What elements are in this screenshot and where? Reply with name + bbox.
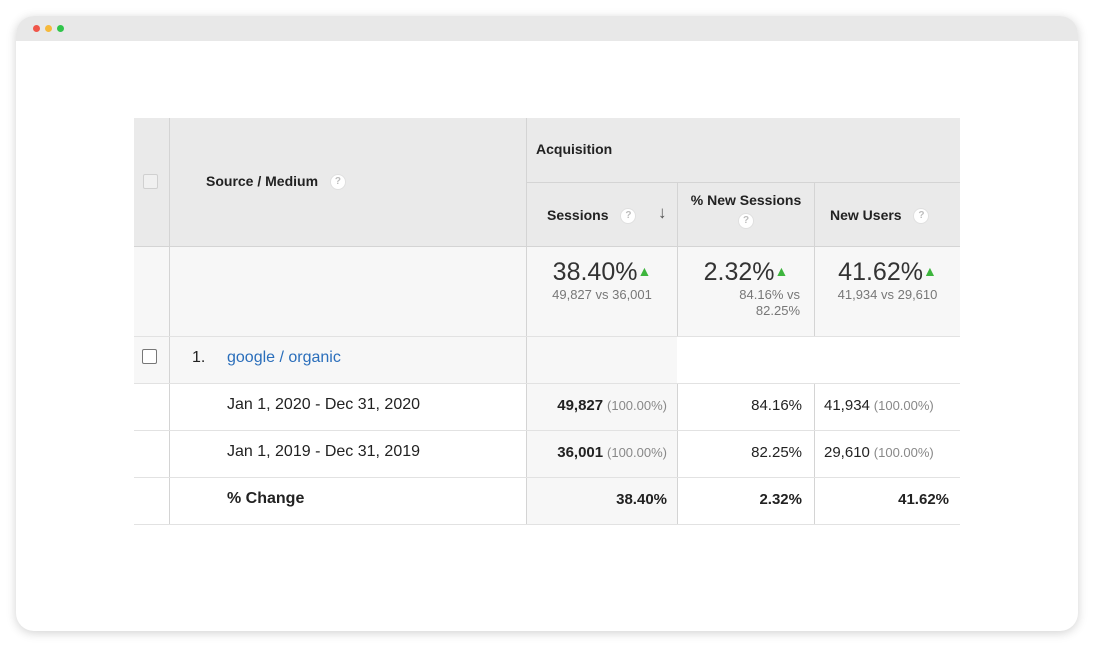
new-sessions-column-header[interactable]: % New Sessions ?: [678, 192, 814, 229]
change-new-users: 41.62%: [898, 491, 949, 508]
period-sessions: 36,001 (100.00%): [527, 444, 667, 461]
analytics-report-table: Source / Medium ? Acquisition Sessions ?…: [134, 118, 960, 525]
period-new-users: 41,934 (100.00%): [824, 397, 934, 414]
period-new-users-percent: (100.00%): [873, 398, 934, 413]
summary-new-users: 41.62%▲ 41,934 vs 29,610: [815, 258, 960, 303]
period-new-users-percent: (100.00%): [873, 445, 934, 460]
up-arrow-icon: ▲: [922, 263, 937, 279]
period-new-users-value: 29,610: [824, 444, 870, 461]
browser-window: Source / Medium ? Acquisition Sessions ?…: [16, 16, 1078, 631]
source-medium-link[interactable]: google / organic: [227, 349, 341, 366]
window-titlebar: [16, 16, 1078, 41]
close-window-dot-icon[interactable]: [33, 25, 40, 32]
period-label: Jan 1, 2020 - Dec 31, 2020: [227, 396, 421, 413]
period-new-users: 29,610 (100.00%): [824, 444, 934, 461]
change-label: % Change: [227, 490, 305, 507]
summary-new-sessions-value: 2.32%: [703, 258, 775, 286]
summary-new-sessions-compare: 84.16% vs 82.25%: [678, 287, 814, 319]
new-sessions-header-label: % New Sessions: [690, 192, 802, 208]
summary-sessions: 38.40%▲ 49,827 vs 36,001: [527, 258, 677, 303]
period-label: Jan 1, 2019 - Dec 31, 2019: [227, 443, 421, 460]
summary-new-users-value: 41.62%: [838, 258, 923, 286]
summary-sessions-value: 38.40%: [552, 258, 638, 286]
row-index: 1.: [192, 349, 206, 366]
new-users-column-header[interactable]: New Users ?: [830, 207, 930, 225]
minimize-window-dot-icon[interactable]: [45, 25, 52, 32]
period-sessions-value: 36,001: [557, 444, 604, 461]
summary-row: [134, 246, 960, 336]
row-checkbox[interactable]: [142, 349, 157, 364]
help-icon[interactable]: ?: [913, 208, 930, 225]
acquisition-group-header: Acquisition: [536, 141, 613, 157]
period-sessions-percent: (100.00%): [607, 445, 667, 460]
period-new-sessions: 82.25%: [751, 444, 802, 461]
row-blank-area: [677, 336, 960, 383]
summary-new-sessions-compare-line1: 84.16% vs: [739, 287, 800, 302]
help-icon[interactable]: ?: [620, 208, 637, 225]
select-all-checkbox[interactable]: [143, 174, 158, 189]
new-users-header-label: New Users: [830, 207, 902, 223]
period-sessions-value: 49,827: [557, 397, 604, 414]
help-icon[interactable]: ?: [738, 213, 754, 229]
maximize-window-dot-icon[interactable]: [57, 25, 64, 32]
summary-new-sessions-compare-line2: 82.25%: [755, 303, 800, 318]
summary-new-sessions: 2.32%▲ 84.16% vs 82.25%: [678, 258, 814, 319]
help-icon[interactable]: ?: [329, 174, 346, 191]
summary-sessions-compare: 49,827 vs 36,001: [552, 287, 652, 302]
summary-new-users-compare: 41,934 vs 29,610: [837, 287, 938, 302]
period-new-users-value: 41,934: [824, 397, 870, 414]
change-new-sessions: 2.32%: [759, 491, 802, 508]
sessions-column-header[interactable]: Sessions ?: [547, 207, 677, 225]
period-new-sessions: 84.16%: [751, 397, 802, 414]
up-arrow-icon: ▲: [774, 263, 789, 279]
dimension-header-label: Source / Medium: [206, 173, 319, 189]
sort-descending-icon[interactable]: ↓: [658, 203, 667, 222]
period-sessions: 49,827 (100.00%): [527, 397, 667, 414]
change-sessions: 38.40%: [616, 491, 667, 508]
period-sessions-percent: (100.00%): [607, 398, 667, 413]
up-arrow-icon: ▲: [637, 263, 652, 279]
dimension-header[interactable]: Source / Medium ?: [206, 173, 346, 191]
sessions-header-label: Sessions: [547, 207, 609, 223]
sessions-column-area: [526, 383, 677, 525]
